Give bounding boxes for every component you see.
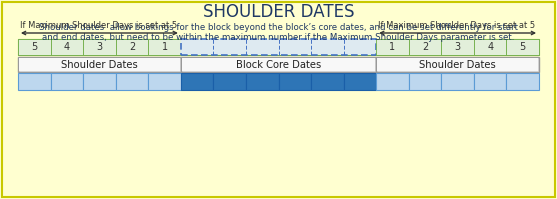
Bar <box>278 73 311 90</box>
Bar <box>376 39 409 55</box>
Bar <box>409 39 441 55</box>
Text: Shoulder Dates: Shoulder Dates <box>61 60 138 69</box>
Bar <box>116 73 148 90</box>
Bar <box>182 58 375 71</box>
Text: 1: 1 <box>162 42 168 52</box>
Bar <box>181 73 213 90</box>
Text: If Maximum Shoulder Days is set at 5: If Maximum Shoulder Days is set at 5 <box>378 21 535 30</box>
Text: and end dates, but need to be within the maximum number if the Maximum Shoulder : and end dates, but need to be within the… <box>42 33 515 43</box>
Bar <box>181 39 213 55</box>
Text: 5: 5 <box>31 42 37 52</box>
Text: Shoulder Dates: Shoulder Dates <box>419 60 496 69</box>
Bar <box>278 39 311 55</box>
Text: 1: 1 <box>389 42 395 52</box>
Text: 3: 3 <box>96 42 102 52</box>
Bar <box>18 57 181 72</box>
Bar <box>246 39 278 55</box>
Bar <box>441 39 474 55</box>
Bar <box>474 39 506 55</box>
Bar <box>377 58 538 71</box>
Bar <box>409 73 441 90</box>
Text: 2: 2 <box>422 42 428 52</box>
Bar <box>344 39 376 55</box>
Bar <box>148 73 181 90</box>
Text: 3: 3 <box>455 42 461 52</box>
Text: 4: 4 <box>487 42 493 52</box>
Text: If Maximum Shoulder Days is set at 5: If Maximum Shoulder Days is set at 5 <box>20 21 177 30</box>
Bar <box>246 73 278 90</box>
Bar <box>83 39 116 55</box>
Bar <box>213 73 246 90</box>
Bar <box>344 73 376 90</box>
Bar <box>51 73 83 90</box>
Bar <box>474 73 506 90</box>
Bar <box>18 73 51 90</box>
Bar <box>376 57 539 72</box>
Bar <box>181 57 376 72</box>
Bar <box>311 73 344 90</box>
Bar <box>506 73 539 90</box>
Text: Block Core Dates: Block Core Dates <box>236 60 321 69</box>
Bar <box>51 39 83 55</box>
Bar <box>148 39 181 55</box>
Bar <box>213 39 246 55</box>
Text: 2: 2 <box>129 42 135 52</box>
Text: SHOULDER DATES: SHOULDER DATES <box>203 3 354 21</box>
Bar <box>19 58 180 71</box>
Bar <box>83 73 116 90</box>
Bar <box>18 39 51 55</box>
Bar <box>116 39 148 55</box>
Bar <box>441 73 474 90</box>
Bar <box>506 39 539 55</box>
Bar <box>18 39 539 55</box>
Bar <box>311 39 344 55</box>
Bar <box>181 39 376 55</box>
Bar <box>376 73 409 90</box>
Text: Shoulder dates  allow bookings for the block beyond the block’s core dates, and : Shoulder dates allow bookings for the bl… <box>39 23 518 32</box>
Text: 4: 4 <box>64 42 70 52</box>
Text: 5: 5 <box>520 42 526 52</box>
